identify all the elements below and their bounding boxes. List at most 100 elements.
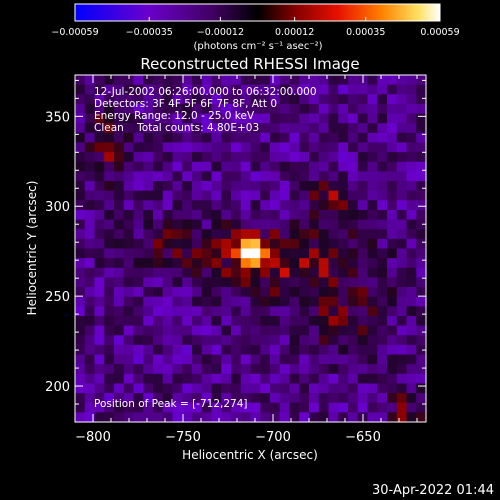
heatmap-cell — [289, 277, 300, 288]
heatmap-cell — [84, 209, 96, 221]
heatmap-cell — [279, 393, 291, 404]
heatmap-cell — [123, 190, 135, 201]
heatmap-cell — [299, 296, 310, 307]
heatmap-cell — [309, 335, 320, 346]
heatmap-cell — [328, 325, 339, 336]
heatmap-cell — [396, 200, 408, 211]
heatmap-cell — [182, 171, 193, 182]
heatmap-cell — [396, 75, 408, 86]
heatmap-cell — [279, 132, 291, 144]
heatmap-cell — [75, 132, 86, 144]
heatmap-cell — [231, 84, 242, 95]
heatmap-cell — [123, 94, 135, 105]
heatmap-cell — [270, 296, 281, 307]
heatmap-cell — [211, 296, 222, 307]
heatmap-cell — [182, 219, 193, 230]
heatmap-cell — [211, 393, 222, 404]
heatmap-cell — [162, 344, 174, 356]
heatmap-cell — [338, 209, 349, 221]
heatmap-cell — [328, 344, 339, 356]
heatmap-cell — [270, 94, 281, 105]
heatmap-cell — [309, 354, 320, 365]
heatmap-cell — [123, 123, 135, 134]
heatmap-cell — [172, 296, 183, 307]
heatmap-cell — [357, 325, 369, 336]
heatmap-cell — [309, 238, 320, 250]
heatmap-cell — [406, 335, 417, 346]
heatmap-cell — [211, 84, 222, 95]
heatmap-cell — [231, 248, 242, 259]
heatmap-cell — [162, 306, 174, 317]
heatmap-cell — [192, 335, 203, 346]
heatmap-cell — [133, 75, 144, 86]
heatmap-cell — [75, 123, 86, 134]
heatmap-cell — [416, 238, 427, 250]
heatmap-cell — [260, 325, 271, 336]
heatmap-cell — [231, 219, 242, 230]
heatmap-cell — [123, 181, 135, 192]
heatmap-cell — [162, 258, 174, 269]
heatmap-cell — [260, 113, 271, 124]
heatmap-cell — [406, 364, 417, 375]
heatmap-cell — [396, 209, 408, 221]
heatmap-cell — [104, 181, 115, 192]
heatmap-cell — [250, 373, 261, 385]
heatmap-cell — [192, 219, 203, 230]
heatmap-cell — [406, 103, 417, 115]
heatmap-cell — [94, 142, 105, 153]
heatmap-cell — [250, 412, 261, 423]
heatmap-cell — [309, 393, 320, 404]
heatmap-cell — [357, 315, 369, 327]
heatmap-cell — [406, 277, 417, 288]
heatmap-cell — [84, 238, 96, 250]
heatmap-cell — [250, 393, 261, 404]
heatmap-cell — [250, 209, 261, 221]
heatmap-cell — [201, 402, 213, 413]
heatmap-cell — [270, 248, 281, 259]
heatmap-cell — [182, 238, 193, 250]
heatmap-cell — [357, 200, 369, 211]
heatmap-cell — [318, 171, 330, 182]
heatmap-cell — [201, 113, 213, 124]
heatmap-cell — [84, 296, 96, 307]
heatmap-cell — [396, 412, 408, 423]
heatmap-cell — [221, 152, 232, 163]
heatmap-cell — [377, 364, 388, 375]
heatmap-cell — [221, 84, 232, 95]
heatmap-cell — [279, 402, 291, 413]
heatmap-cell — [416, 103, 427, 115]
heatmap-cell — [221, 103, 232, 115]
heatmap-cell — [133, 94, 144, 105]
heatmap-cell — [348, 113, 359, 124]
heatmap-cell — [270, 113, 281, 124]
heatmap-cell — [104, 325, 115, 336]
heatmap-cell — [192, 315, 203, 327]
heatmap-cell — [367, 113, 378, 124]
heatmap-cell — [279, 200, 291, 211]
heatmap-cell — [211, 344, 222, 356]
heatmap-cell — [270, 315, 281, 327]
heatmap-cell — [162, 219, 174, 230]
heatmap-cell — [396, 364, 408, 375]
heatmap-cell — [367, 84, 378, 95]
heatmap-cell — [231, 142, 242, 153]
heatmap-cell — [104, 287, 115, 298]
heatmap-cell — [338, 287, 349, 298]
heatmap-cell — [260, 152, 271, 163]
heatmap-cell — [162, 373, 174, 385]
heatmap-cell — [182, 287, 193, 298]
heatmap-cell — [143, 142, 154, 153]
heatmap-cell — [94, 229, 105, 240]
heatmap-cell — [123, 296, 135, 307]
heatmap-cell — [162, 412, 174, 423]
heatmap-cell — [377, 103, 388, 115]
heatmap-cell — [75, 190, 86, 201]
heatmap-cell — [260, 161, 271, 172]
heatmap-cell — [240, 277, 252, 288]
heatmap-cell — [104, 161, 115, 172]
heatmap-cell — [338, 132, 349, 144]
heatmap-cell — [114, 383, 125, 394]
heatmap-cell — [348, 132, 359, 144]
heatmap-cell — [123, 306, 135, 317]
heatmap-cell — [172, 181, 183, 192]
